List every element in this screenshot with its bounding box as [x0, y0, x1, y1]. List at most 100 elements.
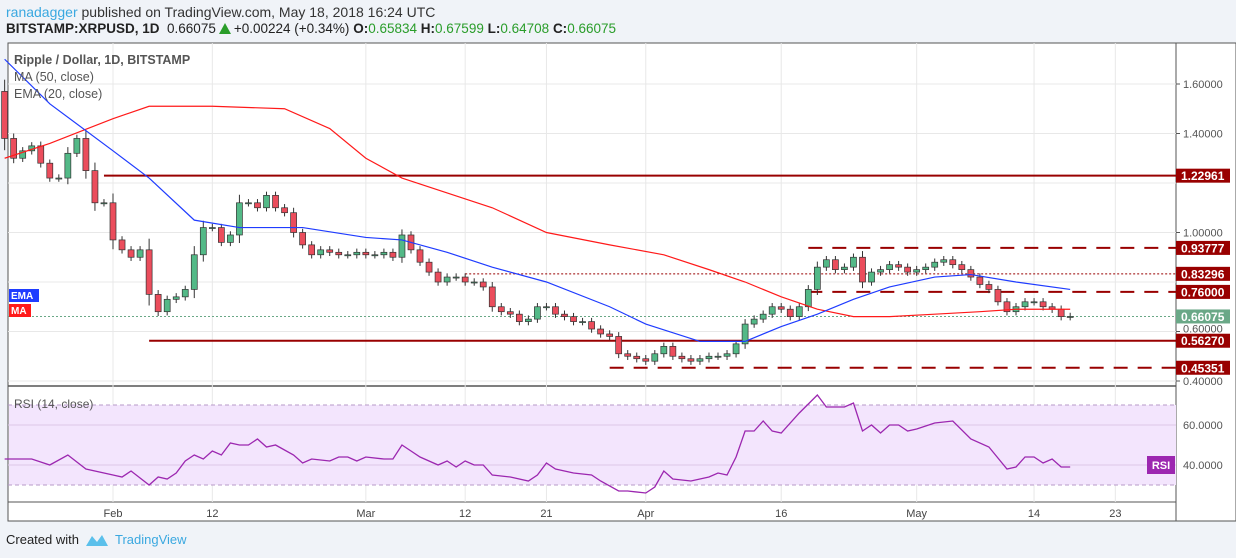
low-value: 0.64708: [500, 21, 550, 36]
candle-down: [127, 249, 135, 258]
indicator-tag: MA: [11, 306, 27, 317]
candle-down: [949, 259, 957, 266]
candle-up: [163, 298, 171, 313]
level-label-box: [1176, 360, 1230, 375]
candle-up: [543, 306, 550, 309]
y-tick-label: 0.60000: [1183, 324, 1223, 336]
candle-down: [786, 308, 794, 318]
candle-down: [91, 170, 99, 204]
symbol: BITSTAMP:XRPUSD, 1D: [6, 21, 160, 36]
candle-down: [308, 244, 316, 256]
candle-down: [497, 306, 505, 313]
chart-title: Ripple / Dollar, 1D, BITSTAMP: [14, 53, 190, 67]
candle-up: [19, 150, 27, 159]
publish-info: ranadagger published on TradingView.com,…: [6, 4, 435, 20]
candle-down: [254, 202, 261, 209]
candle-up: [841, 266, 848, 270]
y-tick-label: 1.00000: [1183, 228, 1223, 240]
candle-down: [985, 284, 993, 290]
candle-down: [218, 227, 225, 243]
x-tick-label: 21: [540, 508, 552, 520]
candle-down: [272, 195, 279, 209]
rsi-line: [4, 394, 1071, 494]
candle-down: [777, 306, 785, 310]
x-tick-label: May: [906, 508, 927, 520]
candle-up: [750, 318, 758, 325]
candle-up: [371, 254, 379, 257]
candle-up: [886, 264, 893, 270]
level-label: 0.45351: [1181, 361, 1225, 375]
candle-down: [642, 358, 650, 362]
candle-down: [488, 286, 496, 308]
candle-down: [570, 316, 577, 322]
candle-up: [470, 281, 478, 284]
candle-down: [515, 313, 523, 322]
candle-down: [1039, 301, 1047, 308]
candle-down: [154, 294, 162, 313]
x-tick-label: Mar: [356, 508, 375, 520]
candle-up: [443, 276, 451, 283]
candle-down: [904, 266, 911, 273]
x-tick-label: 14: [1028, 508, 1040, 520]
last-price-box: [1176, 309, 1230, 324]
candle-up: [1030, 301, 1038, 304]
candle-down: [479, 281, 487, 288]
candle-down: [461, 276, 469, 283]
candle-up: [55, 177, 63, 180]
candle-down: [290, 212, 297, 233]
candle-up: [534, 306, 541, 320]
candle-up: [723, 353, 731, 357]
candle-up: [245, 202, 252, 205]
candle-up: [344, 254, 352, 257]
candle-up: [741, 323, 749, 345]
level-label: 0.83296: [1181, 267, 1225, 281]
footer: Created with TradingView: [6, 532, 187, 547]
up-arrow-icon: [218, 23, 231, 34]
candle-up: [208, 227, 216, 229]
candle-down: [561, 313, 568, 317]
candle-up: [795, 306, 803, 317]
candle-up: [172, 296, 180, 300]
candle-up: [236, 202, 243, 236]
candle-down: [434, 271, 442, 283]
candle-down: [362, 251, 370, 256]
candle-up: [922, 266, 930, 270]
x-tick-label: Apr: [637, 508, 654, 520]
candle-down: [46, 162, 54, 179]
candle-up: [190, 254, 198, 290]
candle-down: [145, 249, 153, 295]
candle-up: [651, 353, 659, 362]
author-link[interactable]: ranadagger: [6, 4, 78, 20]
candle-up: [64, 152, 72, 179]
tradingview-link[interactable]: TradingView: [114, 532, 187, 547]
level-label: 0.76000: [1181, 285, 1225, 299]
candle-down: [299, 232, 306, 246]
high-value: 0.67599: [435, 21, 484, 36]
candle-down: [416, 249, 424, 263]
created-with-text: Created with: [6, 532, 79, 547]
candle-up: [868, 271, 875, 283]
candle-down: [82, 138, 90, 171]
indicator-tag: EMA: [11, 291, 33, 302]
x-tick-label: 12: [459, 508, 471, 520]
candle-down: [109, 202, 117, 241]
candle-down: [281, 207, 288, 214]
last-price: 0.66075: [167, 21, 216, 36]
level-label-box: [1176, 284, 1230, 299]
candle-up: [579, 321, 586, 323]
candle-up: [940, 259, 948, 263]
candle-down: [687, 358, 695, 362]
candle-up: [1066, 316, 1074, 318]
candle-up: [136, 249, 144, 258]
rsi-tick-label: 40.0000: [1183, 460, 1223, 472]
candle-down: [588, 321, 595, 330]
candle-down: [859, 256, 866, 283]
candle-down: [10, 138, 18, 159]
candle-up: [317, 249, 325, 256]
publish-text: published on TradingView.com, May 18, 20…: [77, 4, 436, 20]
indicator-line-ema: [4, 58, 1071, 342]
candle-down: [506, 311, 514, 315]
candle-up: [705, 355, 713, 360]
candle-up: [732, 343, 740, 355]
